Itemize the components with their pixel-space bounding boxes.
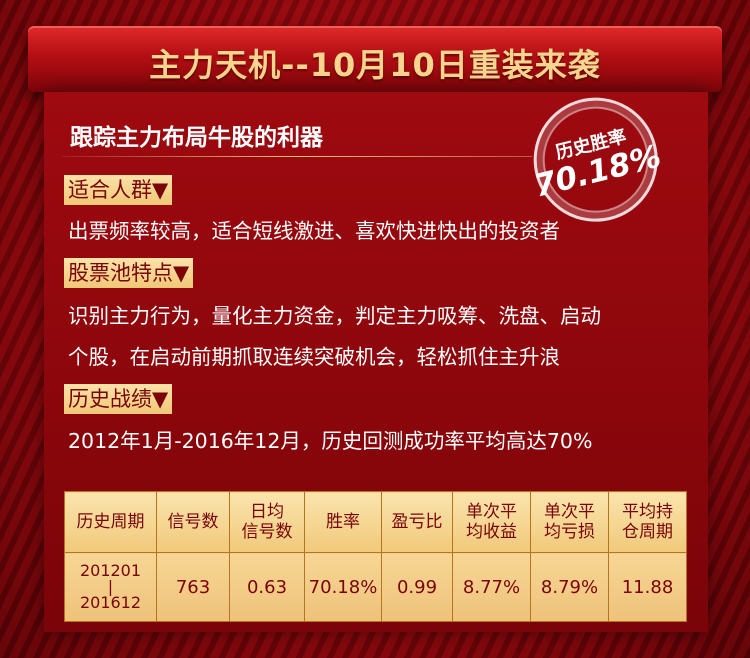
section-text-audience: 出票频率较高，适合短线激进、喜欢快进快出的投资者 bbox=[68, 219, 560, 243]
header-daily-signals: 日均 信号数 bbox=[229, 491, 305, 553]
section-tag-pool: 股票池特点▼ bbox=[64, 258, 194, 288]
cell-avg-loss: 8.79% bbox=[530, 552, 609, 622]
table-header-row: 历史周期 信号数 日均 信号数 胜率 盈亏比 单次平 均收益 单次平 均亏损 平均持仓… bbox=[64, 491, 687, 553]
cell-avg-gain: 8.77% bbox=[452, 552, 531, 622]
banner-title: 主力天机--10月10日重装来袭 bbox=[149, 46, 601, 84]
section-text-pool-line1: 识别主力行为，量化主力资金，判定主力吸筹、洗盘、启动 bbox=[68, 304, 601, 328]
header-signals: 信号数 bbox=[156, 491, 230, 553]
header-win-rate: 胜率 bbox=[304, 491, 382, 553]
section-tag-audience: 适合人群▼ bbox=[64, 175, 173, 205]
section-text-record: 2012年1月-2016年12月，历史回测成功率平均高达70% bbox=[68, 429, 593, 453]
cell-avg-holding: 11.88 bbox=[608, 552, 687, 622]
section-tag-record: 历史战绩▼ bbox=[64, 384, 173, 414]
cell-win-rate: 70.18% bbox=[304, 552, 382, 622]
cell-daily-signals: 0.63 bbox=[229, 552, 305, 622]
cell-signals: 763 bbox=[156, 552, 230, 622]
section-text-pool-line2: 个股，在启动前期抓取连续突破机会，轻松抓住主升浪 bbox=[68, 345, 560, 369]
cell-profit-loss-ratio: 0.99 bbox=[381, 552, 453, 622]
cell-period: 201201 | 201612 bbox=[64, 552, 157, 622]
header-avg-holding: 平均持 仓周期 bbox=[608, 491, 687, 553]
table-row: 201201 | 201612 763 0.63 70.18% 0.99 8.7… bbox=[64, 552, 687, 622]
subtitle-divider bbox=[62, 156, 532, 157]
header-avg-loss: 单次平 均亏损 bbox=[530, 491, 609, 553]
stats-table: 历史周期 信号数 日均 信号数 胜率 盈亏比 单次平 均收益 单次平 均亏损 平均持仓… bbox=[64, 491, 687, 622]
header-period: 历史周期 bbox=[64, 491, 157, 553]
subtitle: 跟踪主力布局牛股的利器 bbox=[70, 125, 323, 151]
header-profit-loss-ratio: 盈亏比 bbox=[381, 491, 453, 553]
header-avg-gain: 单次平 均收益 bbox=[452, 491, 531, 553]
title-banner: 主力天机--10月10日重装来袭 bbox=[28, 26, 722, 92]
